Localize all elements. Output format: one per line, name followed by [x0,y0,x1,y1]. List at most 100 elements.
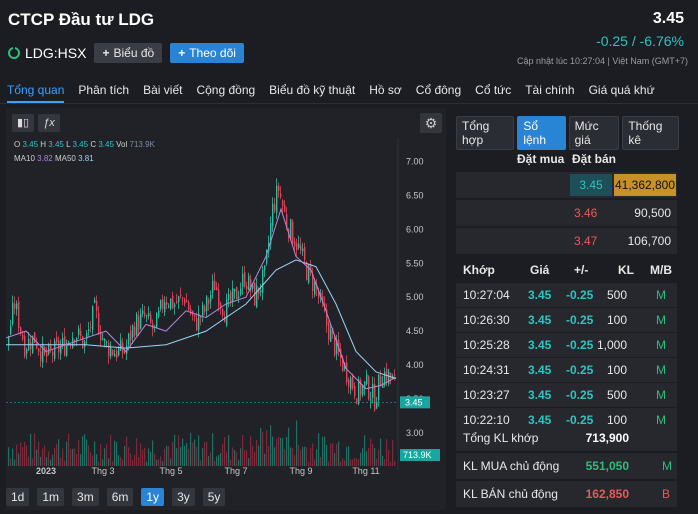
volume-bar [28,456,30,466]
volume-bar [216,456,218,466]
tab-overview[interactable]: Tổng quan [7,80,65,103]
volume-bar [30,433,32,466]
ma10-line [6,207,397,390]
volume-bar [202,447,204,466]
volume-bar [24,441,26,466]
volume-bar [50,459,52,466]
summary-label: KL BÁN chủ động [463,487,558,501]
volume-bar [10,458,12,466]
power-icon [8,47,20,59]
candle-body [100,331,102,341]
gear-icon[interactable]: ⚙ [420,113,442,133]
tab-community[interactable]: Cộng đồng [196,83,256,97]
tab-profile[interactable]: Hồ sơ [369,83,402,97]
candle-body [138,315,140,331]
orderbook-level: 3.46 90,500 [456,200,677,226]
y-tick-label: 6.50 [406,190,424,200]
range-6m[interactable]: 6m [106,488,134,506]
trade-change: -0.25 [566,388,594,402]
candle-body [266,250,268,264]
level-price: 3.47 [574,234,598,248]
candle-body [244,271,246,287]
volume-bar [194,439,196,466]
trade-row: 10:25:28 3.45 -0.25 1,000 M [456,333,677,357]
volume-bar [392,440,394,466]
candle-body [280,193,282,198]
volume-bar [246,450,248,466]
level-price: 3.46 [574,206,598,220]
volume-bar [136,438,138,466]
range-3y[interactable]: 3y [172,488,195,506]
tab-statistics[interactable]: Thống kê [622,116,679,150]
tab-historical-prices[interactable]: Giá quá khứ [588,83,655,97]
volume-bar [88,445,90,466]
ma50-label: MA50 [54,154,76,163]
volume-bar [94,441,96,466]
volume-bar [148,448,150,466]
range-1m[interactable]: 1m [37,488,65,506]
trade-price: 3.45 [528,313,552,327]
volume-bar [386,439,388,466]
volume-bar [26,445,28,466]
x-tick-label: Thg 11 [352,466,379,476]
volume-bar [168,446,170,466]
tab-technical-chart[interactable]: Biểu đồ kỹ thuật [269,83,356,97]
tab-summary[interactable]: Tổng hợp [456,116,515,150]
volume-bar [262,431,264,466]
summary-row: KL BÁN chủ động 162,850 B [456,481,677,507]
candle-body [272,203,274,226]
candle-body [248,275,250,290]
tab-financials[interactable]: Tài chính [525,83,575,97]
volume-bar [72,448,74,466]
volume-bar [290,447,292,466]
range-5y[interactable]: 5y [202,488,226,506]
trade-volume: 100 [606,313,627,327]
follow-button[interactable]: + Theo dõi [170,43,244,63]
volume-bar [252,445,254,466]
ohlc-close: 3.45 [98,140,114,149]
volume-bar [240,448,242,466]
candle-body [298,243,300,248]
trade-header-price: Giá [530,263,550,277]
volume-bar [80,453,82,466]
range-1d[interactable]: 1d [6,488,30,506]
range-3m[interactable]: 3m [72,488,99,506]
candle-body [276,185,278,213]
volume-bar [192,442,194,466]
candle-body [96,300,98,311]
candle-body [230,291,232,302]
volume-bar [204,442,206,466]
trade-header-volume: KL [618,263,634,277]
candle-body [186,301,188,303]
volume-bar [132,460,134,466]
volume-bar [108,458,110,466]
candle-body [148,312,150,317]
volume-bar [330,443,332,466]
candle-body [102,338,104,340]
tab-shareholders[interactable]: Cổ đông [415,83,462,97]
function-icon[interactable]: ƒx [38,114,60,132]
volume-bar [360,452,362,466]
volume-bar [34,433,36,466]
tab-price-levels[interactable]: Mức giá [568,116,620,150]
price-chart[interactable]: 7.006.506.005.505.004.504.003.503.002023… [6,108,446,480]
candle-body [220,303,222,308]
trade-volume: 500 [606,388,627,402]
volume-bar [42,448,44,466]
chart-button[interactable]: + Biểu đồ [94,43,163,63]
candle-body [92,306,94,331]
tab-analysis[interactable]: Phân tích [78,83,130,97]
volume-bar [20,442,22,466]
candle-body [136,314,138,336]
candle-body [174,304,176,307]
candlestick-icon[interactable]: ▮▯ [12,114,34,132]
volume-bar [60,457,62,466]
volume-bar [258,445,260,466]
tab-dividends[interactable]: Cổ tức [475,83,512,97]
ma50-value: 3.81 [78,154,94,163]
range-1y[interactable]: 1y [141,488,165,506]
volume-bar [144,447,146,466]
tab-articles[interactable]: Bài viết [143,83,183,97]
candle-body [16,303,18,310]
tab-order-book[interactable]: Sổ lệnh [517,116,566,150]
